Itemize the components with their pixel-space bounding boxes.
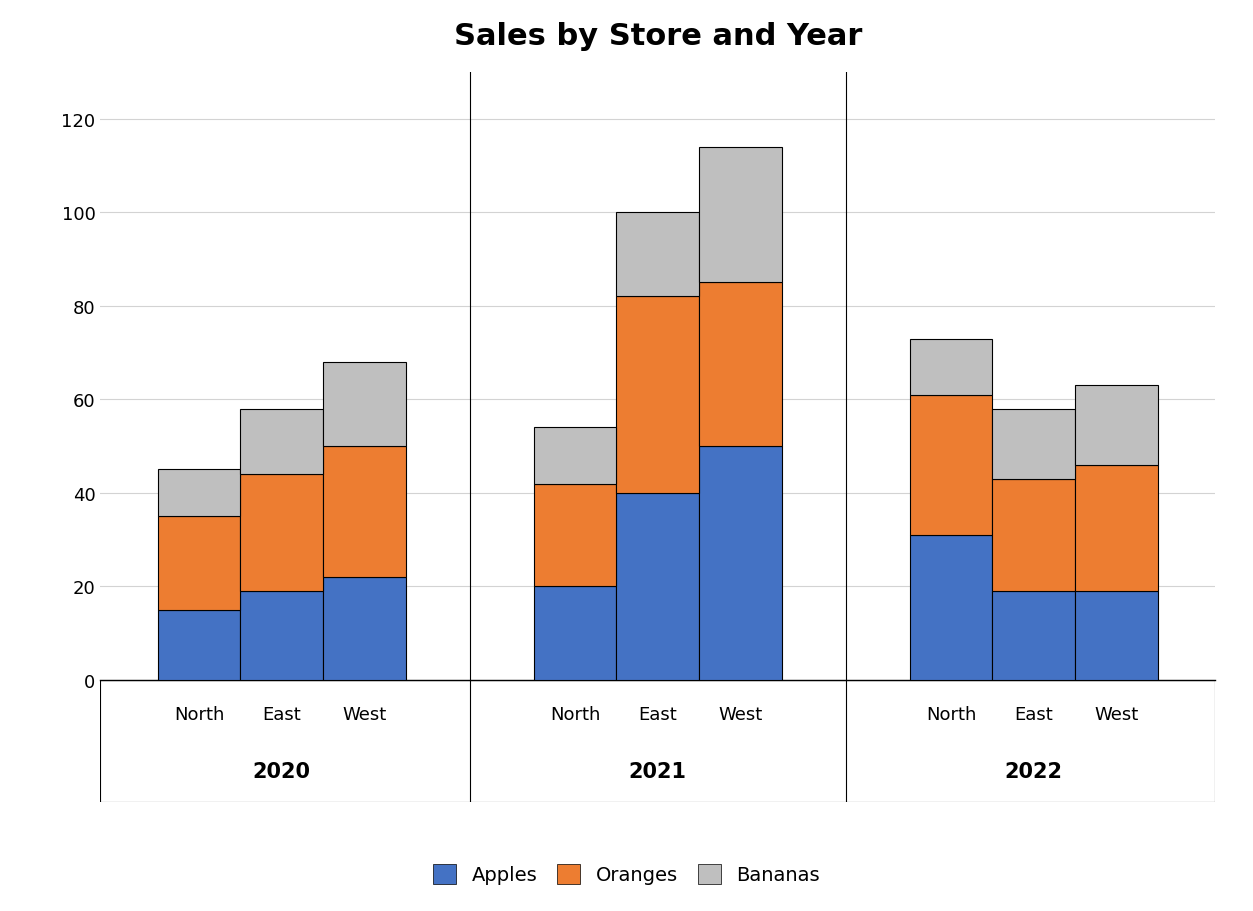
Bar: [1075, 386, 1158, 466]
Legend: Apples, Oranges, Bananas: Apples, Oranges, Bananas: [425, 856, 828, 892]
Bar: [616, 213, 699, 297]
Bar: [616, 297, 699, 494]
Bar: [699, 446, 782, 681]
Bar: [241, 591, 323, 681]
Text: West: West: [1095, 705, 1139, 723]
Text: East: East: [262, 705, 301, 723]
Bar: [158, 517, 241, 610]
Bar: [534, 428, 616, 484]
Bar: [534, 587, 616, 681]
Bar: [1075, 466, 1158, 591]
Bar: [534, 484, 616, 587]
Text: North: North: [174, 705, 224, 723]
Bar: [241, 475, 323, 591]
Bar: [910, 536, 992, 681]
Text: 2020: 2020: [253, 762, 311, 782]
Bar: [910, 339, 992, 395]
Bar: [992, 409, 1075, 479]
Text: West: West: [342, 705, 387, 723]
Bar: [323, 363, 406, 446]
Text: East: East: [1015, 705, 1054, 723]
Text: 2021: 2021: [629, 762, 687, 782]
Bar: [323, 446, 406, 578]
Text: North: North: [550, 705, 600, 723]
Title: Sales by Store and Year: Sales by Store and Year: [454, 22, 862, 51]
Text: West: West: [718, 705, 763, 723]
Bar: [616, 494, 699, 681]
Bar: [699, 283, 782, 446]
Bar: [910, 395, 992, 536]
Bar: [241, 409, 323, 475]
Bar: [699, 148, 782, 283]
Text: North: North: [926, 705, 976, 723]
Bar: [1075, 591, 1158, 681]
Bar: [992, 479, 1075, 591]
Bar: [158, 610, 241, 681]
Text: East: East: [639, 705, 677, 723]
Text: 2022: 2022: [1005, 762, 1063, 782]
Bar: [158, 470, 241, 517]
Bar: [992, 591, 1075, 681]
Bar: [323, 578, 406, 681]
